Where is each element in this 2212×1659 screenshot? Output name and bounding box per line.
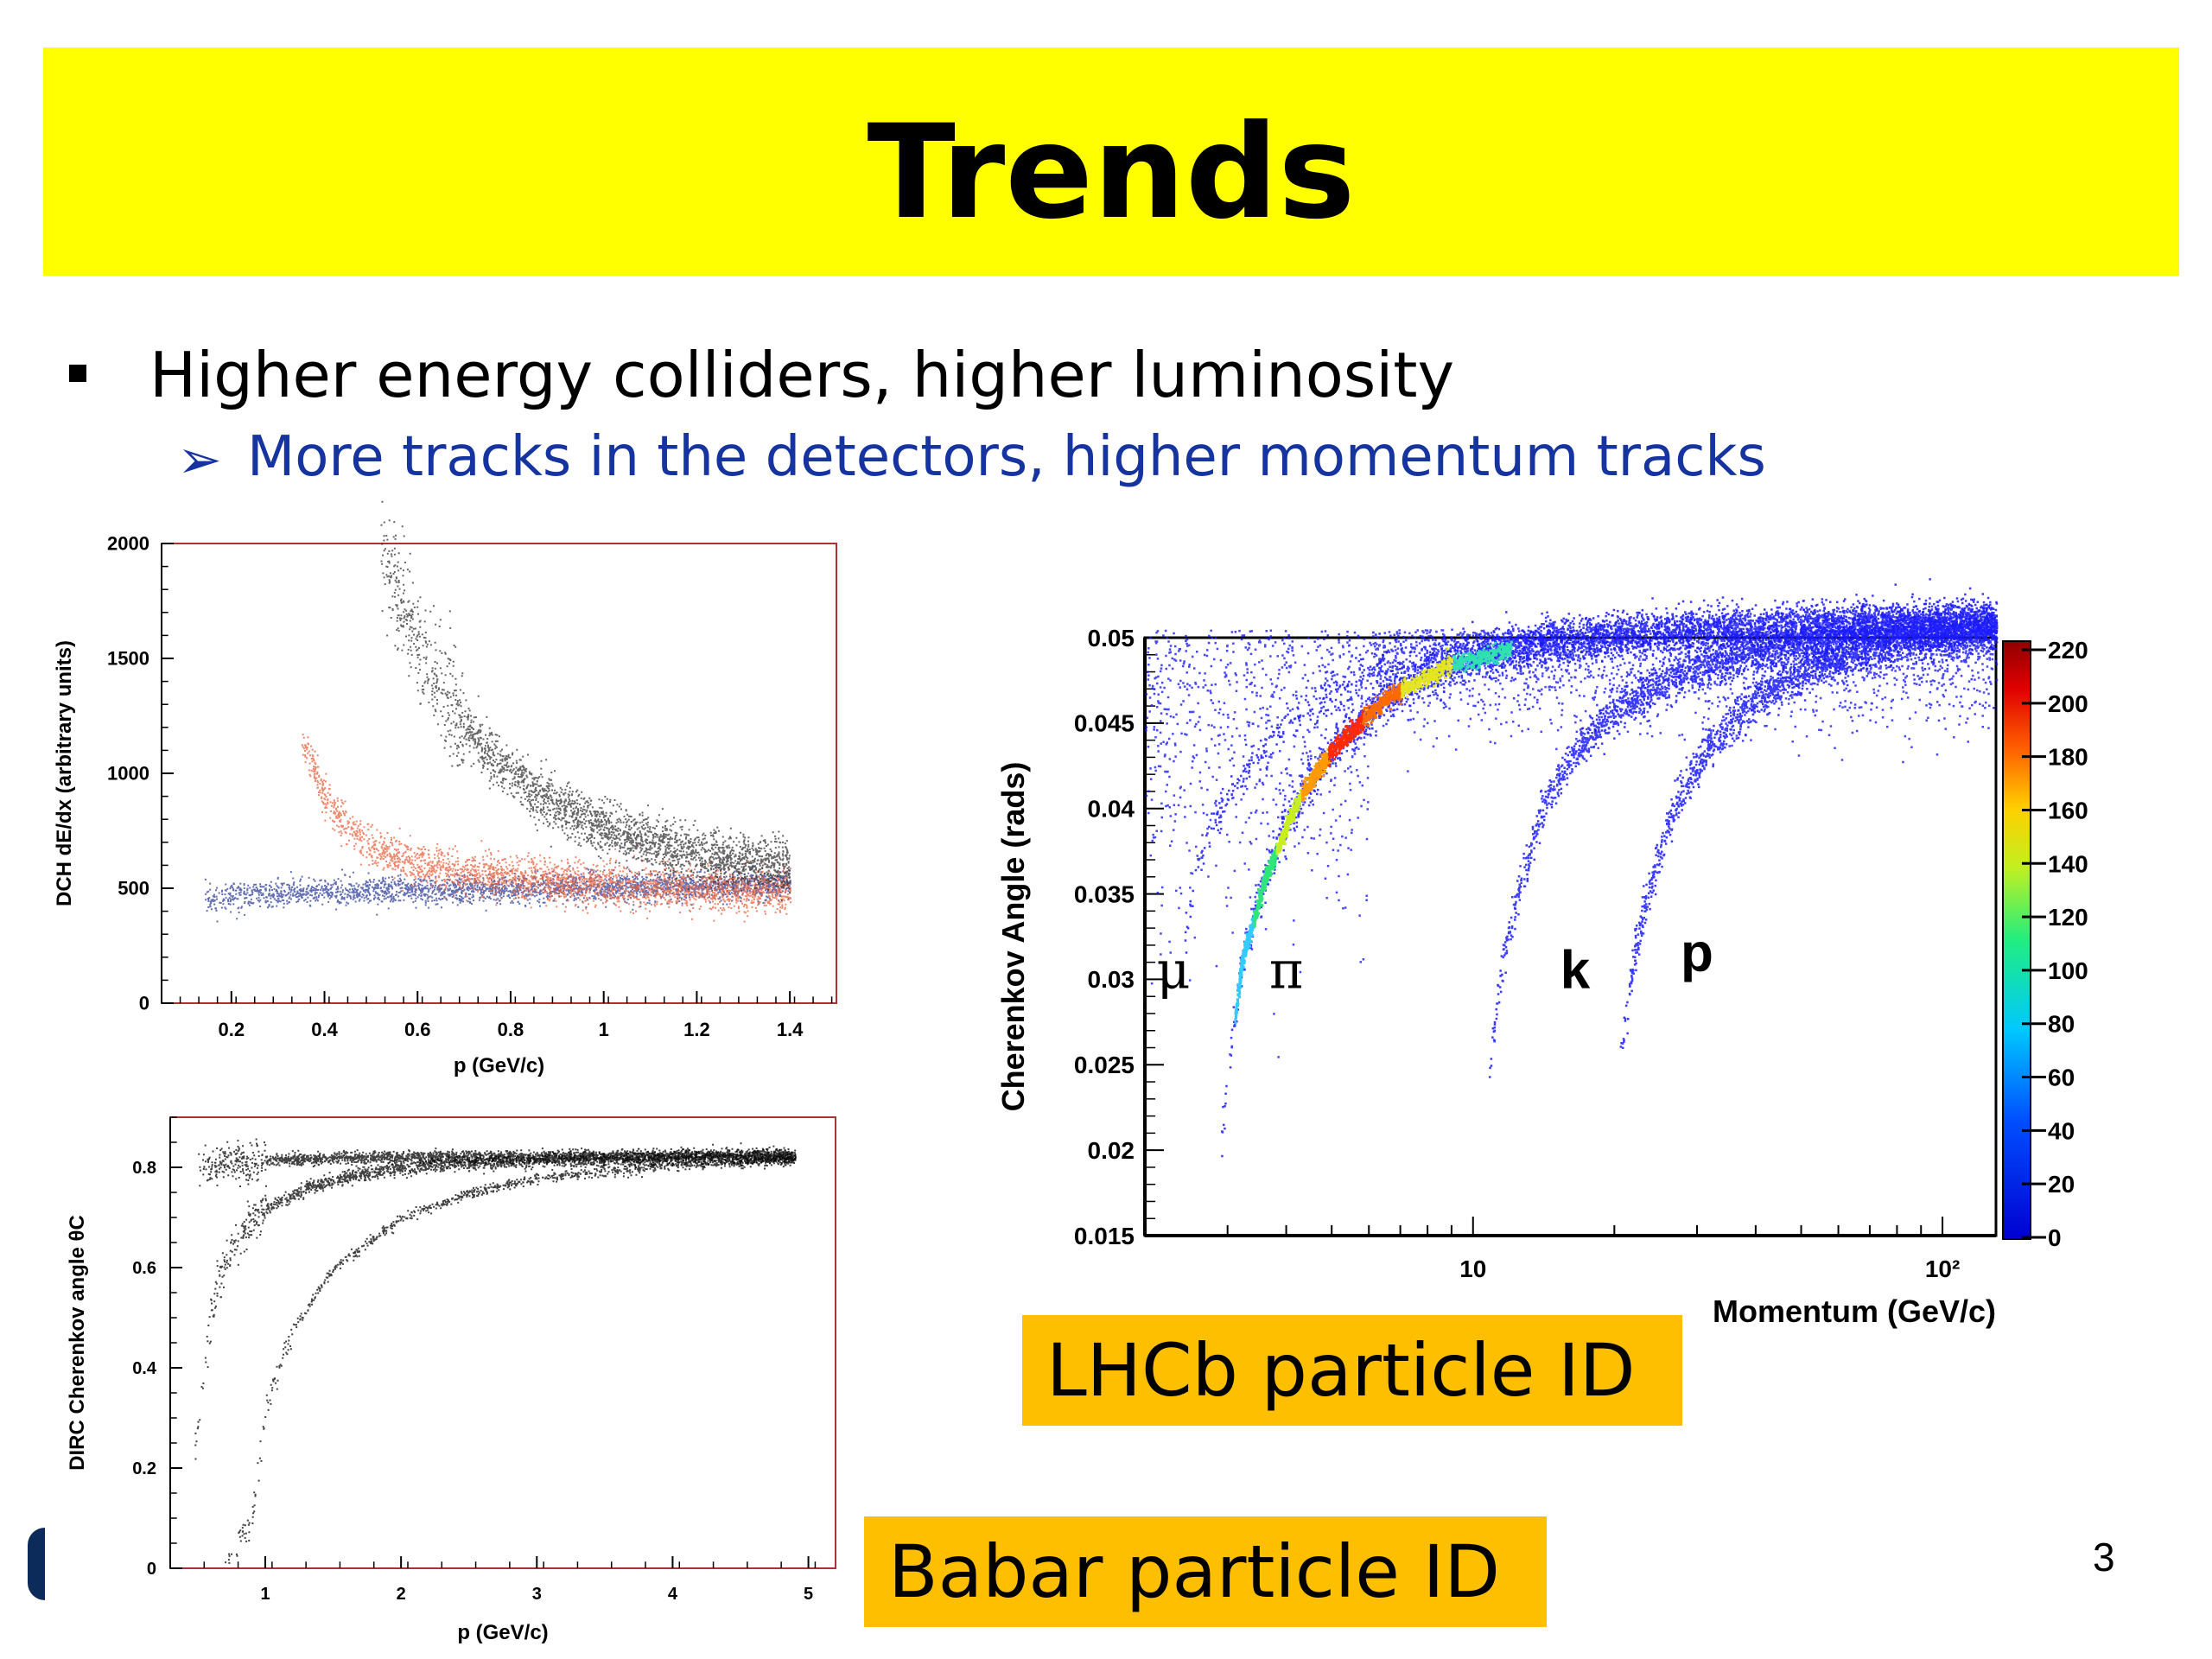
dirc-proton-band	[225, 1154, 797, 1564]
x-tick-label: 1	[599, 1019, 609, 1040]
x-tick-label: 1.4	[777, 1019, 804, 1040]
y-tick-label: 0.2	[132, 1459, 156, 1478]
y-tick-label: 0.035	[1074, 880, 1135, 907]
y-tick-label: 0.045	[1074, 710, 1135, 737]
colorbar-tick-label: 120	[2048, 904, 2088, 931]
lhcb-proton-band	[1619, 603, 1999, 1049]
y-axis-label: Cherenkov Angle (rads)	[995, 762, 1031, 1112]
dirc-pion-band	[198, 1138, 797, 1187]
particle-label: π	[1269, 940, 1303, 1001]
colorbar-tick-label: 160	[2048, 797, 2088, 823]
colorbar-tick-label: 140	[2048, 850, 2088, 877]
dedx-proton-band	[380, 500, 791, 901]
page-number: 3	[2093, 1535, 2115, 1580]
title-band: Trends	[43, 48, 2179, 276]
colorbar-tick-label: 40	[2048, 1117, 2075, 1144]
colorbar-tick-label: 80	[2048, 1011, 2075, 1038]
colorbar-tick-label: 20	[2048, 1171, 2075, 1198]
x-tick-label: 3	[532, 1585, 542, 1604]
x-tick-label: 10	[1459, 1255, 1486, 1282]
colorbar	[2002, 640, 2031, 1240]
lhcb-pion-core-segment	[1253, 843, 1279, 928]
colorbar-tick-label: 200	[2048, 690, 2088, 717]
lhcb-pion-core-segment	[1452, 640, 1513, 673]
dirc-kaon-band	[194, 1147, 797, 1460]
lhcb-pion-core-segment	[1362, 683, 1403, 728]
x-tick-label: 0.2	[218, 1019, 245, 1040]
plot-frame	[169, 1116, 836, 1569]
lhcb-pion-core-segment	[1300, 748, 1331, 803]
y-tick-label: 0.03	[1088, 966, 1135, 993]
x-tick-label: 1.2	[683, 1019, 710, 1040]
lhcb-kaon-band	[1489, 598, 1999, 1078]
x-tick-label: 0.4	[311, 1019, 338, 1040]
y-tick-label: 1500	[107, 648, 149, 670]
x-axis-label: p (GeV/c)	[457, 1621, 548, 1644]
particle-label: p	[1681, 924, 1713, 983]
lhcb-pion-core-segment	[1234, 910, 1255, 1025]
lhcb-pion-core-segment	[1275, 789, 1304, 855]
x-tick-label: 2	[397, 1585, 406, 1604]
slide-title: Trends	[867, 98, 1356, 248]
y-tick-label: 500	[118, 878, 149, 899]
bullet-text: Higher energy colliders, higher luminosi…	[149, 339, 1455, 411]
y-tick-label: 1000	[107, 763, 149, 785]
x-tick-label: 1	[260, 1585, 270, 1604]
x-tick-label: 0.8	[498, 1019, 524, 1040]
lhcb-pion-core-segment	[1327, 710, 1365, 767]
bullet-square-icon	[69, 365, 86, 382]
plot-frame	[1143, 636, 1998, 1237]
y-tick-label: 0.05	[1088, 625, 1135, 652]
logo-fragment	[28, 1528, 45, 1600]
y-tick-label: 0.04	[1088, 796, 1135, 823]
y-tick-label: 0	[147, 1560, 156, 1579]
y-tick-label: 0.6	[132, 1259, 156, 1278]
y-tick-label: 0.8	[132, 1159, 156, 1178]
colorbar-tick-label: 220	[2048, 637, 2088, 664]
dedx-pion-band	[204, 864, 791, 923]
x-tick-label: 10²	[1925, 1255, 1960, 1282]
y-tick-label: 0.025	[1074, 1052, 1135, 1078]
x-tick-label: 0.6	[404, 1019, 431, 1040]
x-axis-label: Momentum (GeV/c)	[1713, 1294, 1996, 1329]
x-tick-label: 5	[804, 1585, 813, 1604]
y-axis-label: DCH dE/dx (arbitrary units)	[53, 640, 76, 906]
dedx-kaon-band	[301, 734, 791, 923]
lhcb-pion-band	[1221, 578, 1999, 1158]
lhcb-muon-band	[1184, 597, 1944, 954]
colorbar-tick-label: 0	[2048, 1224, 2062, 1251]
particle-label: μ	[1156, 940, 1190, 1001]
colorbar-tick-label: 180	[2048, 744, 2088, 771]
babar-caption-text: Babar particle ID	[888, 1529, 1501, 1614]
y-axis-label: DIRC Cherenkov angle θC	[66, 1215, 89, 1471]
lhcb-pion-core-segment	[1400, 647, 1454, 699]
y-tick-label: 2000	[107, 533, 149, 555]
arrow-bullet-icon: ➢	[177, 428, 222, 491]
colorbar-tick-label: 60	[2048, 1065, 2075, 1091]
babar-caption: Babar particle ID	[864, 1516, 1547, 1627]
colorbar-tick-label: 100	[2048, 957, 2088, 984]
lhcb-caption-text: LHCb particle ID	[1046, 1328, 1636, 1413]
lhcb-caption: LHCb particle ID	[1022, 1315, 1682, 1426]
y-tick-label: 0.4	[132, 1359, 157, 1378]
y-tick-label: 0	[139, 993, 149, 1014]
lhcb-background-hits	[1145, 629, 1999, 1058]
plot-frame	[161, 543, 837, 1004]
y-tick-label: 0.02	[1088, 1137, 1135, 1164]
y-tick-label: 0.015	[1074, 1223, 1135, 1249]
x-tick-label: 4	[668, 1585, 678, 1604]
sub-bullet-text: More tracks in the detectors, higher mom…	[247, 425, 1766, 489]
x-axis-label: p (GeV/c)	[454, 1054, 544, 1077]
particle-label: k	[1560, 940, 1591, 1000]
